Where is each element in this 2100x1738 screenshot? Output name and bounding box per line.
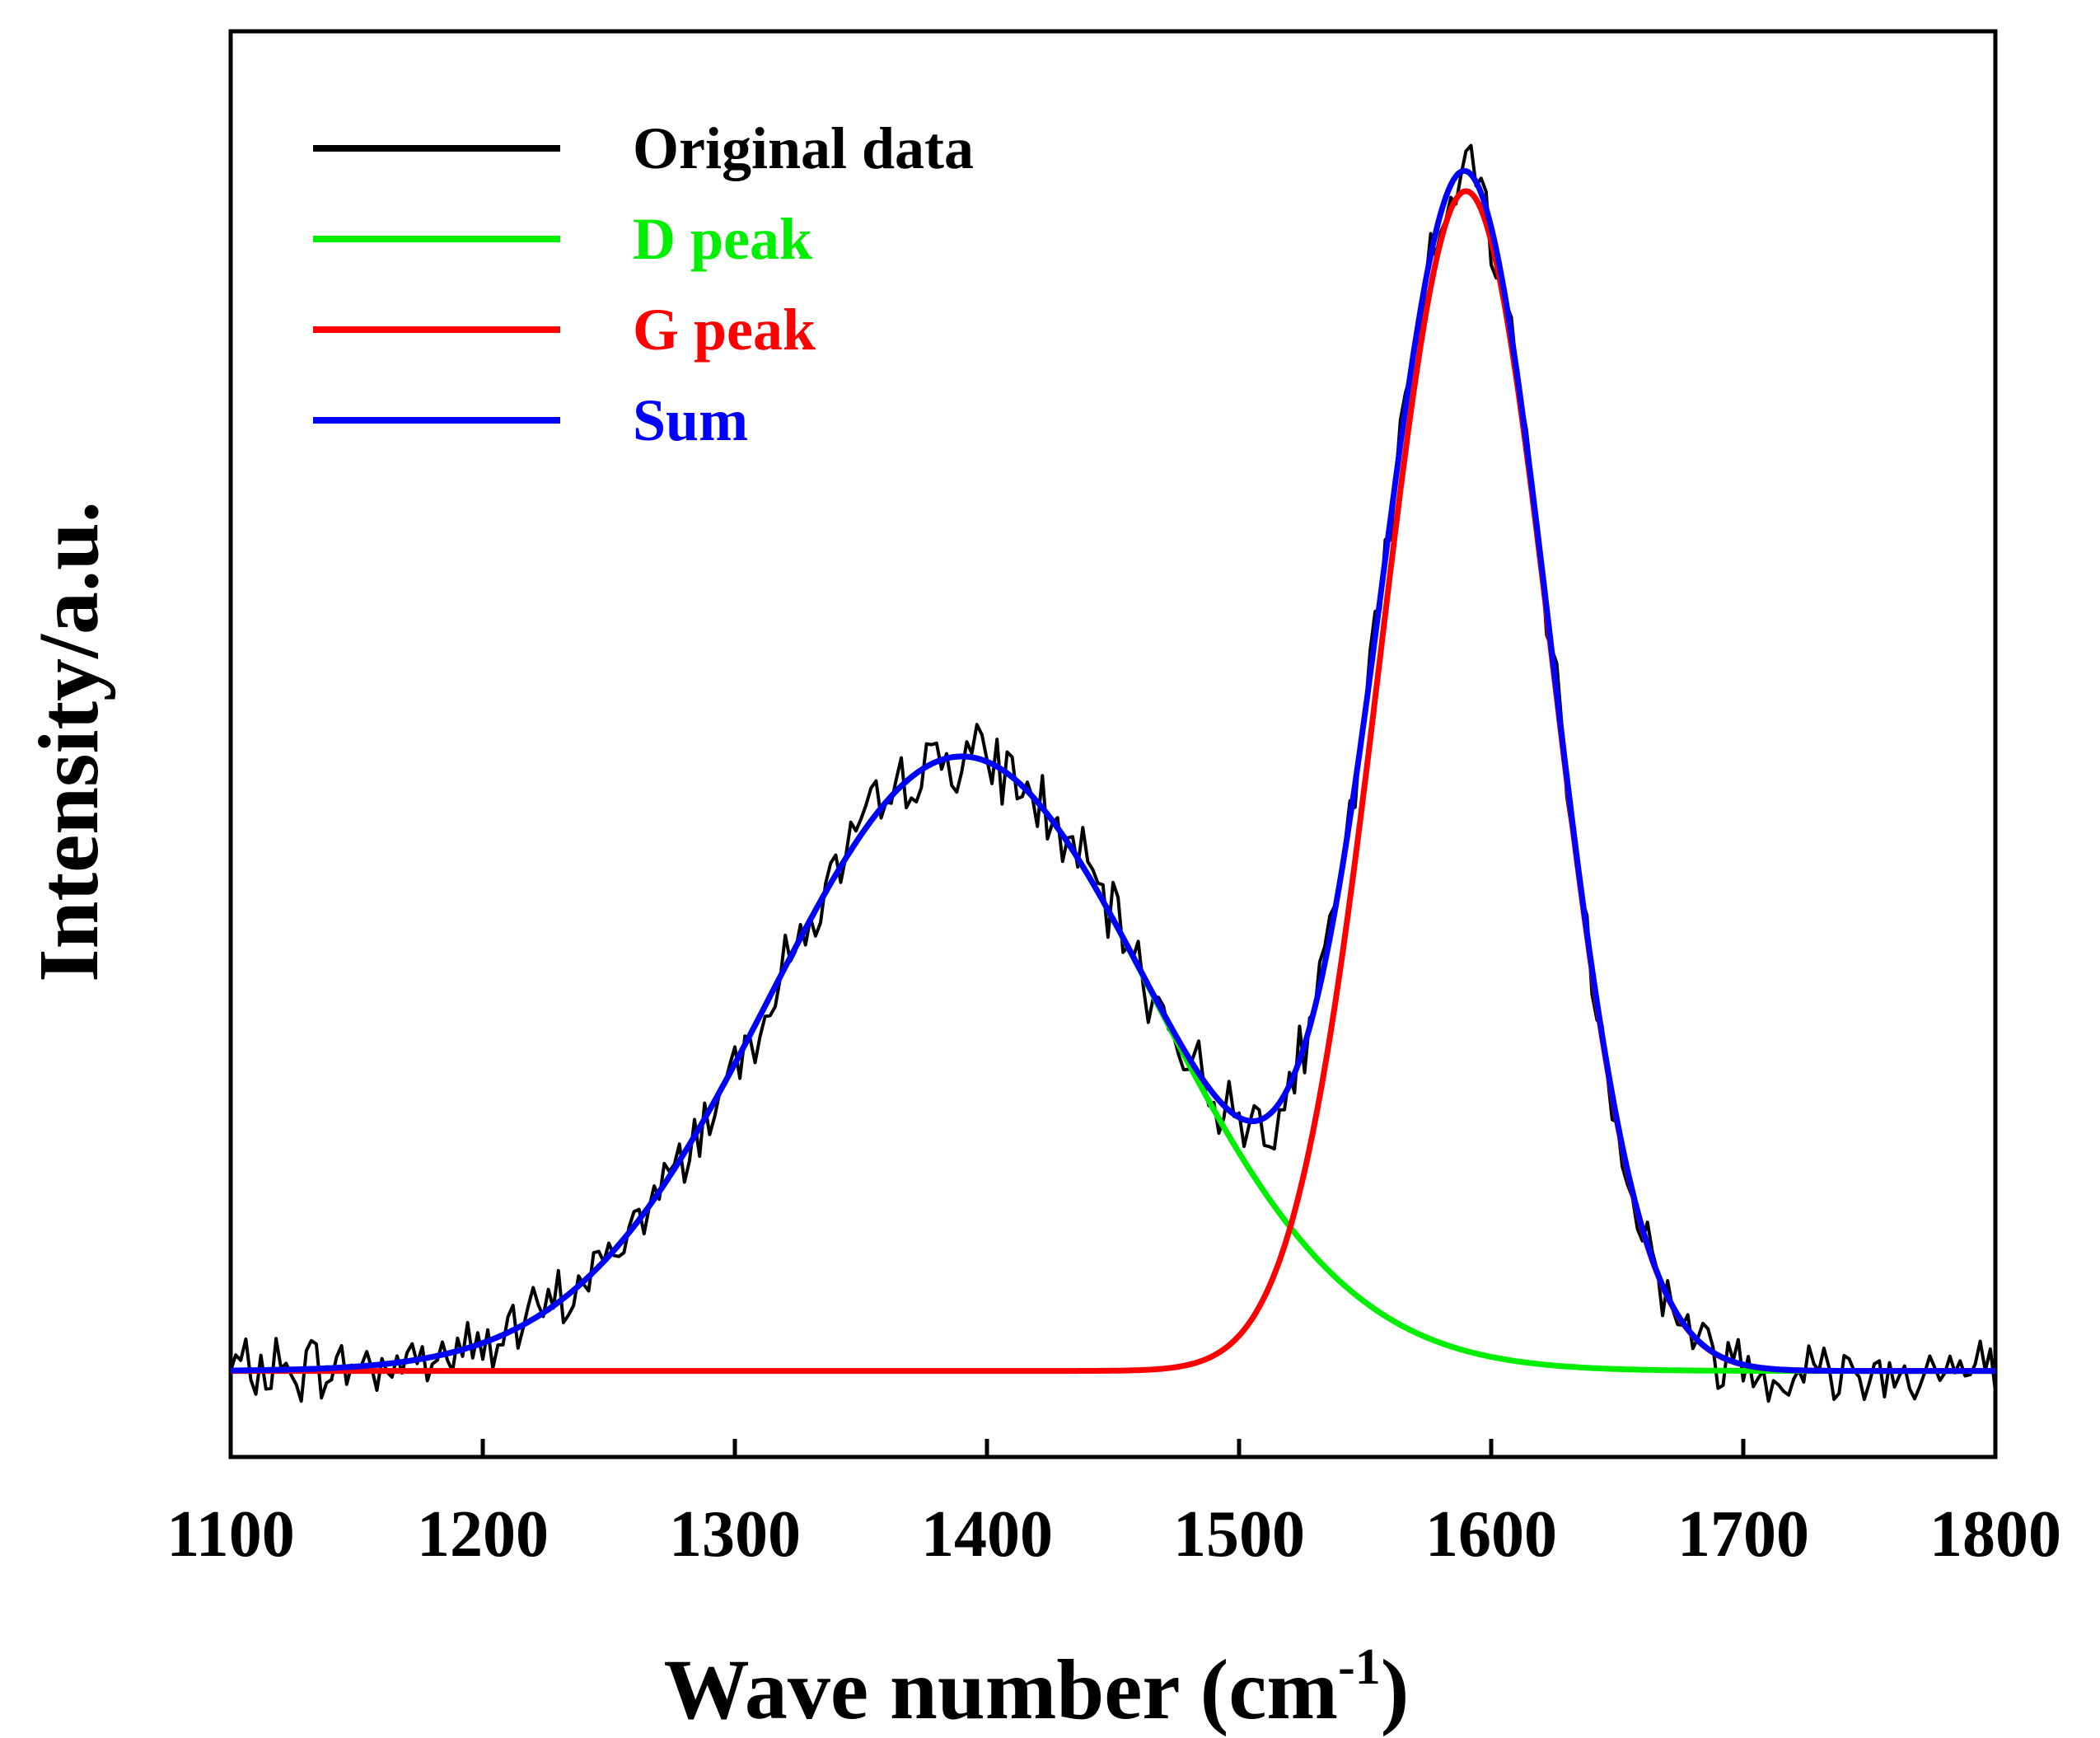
legend-label-2: G peak [633,297,816,363]
x-tick-label-1800: 1800 [1929,1498,2061,1571]
x-tick-label-1100: 1100 [166,1498,295,1571]
plot-frame [228,29,1998,1459]
series-line-g-peak [230,188,1996,1375]
x-tick-label-1700: 1700 [1677,1498,1809,1571]
x-tick-label-1200: 1200 [417,1498,549,1571]
x-axis-title-close: ) [1381,1642,1410,1737]
x-axis-title-superscript: -1 [1338,1639,1381,1695]
x-tick-label-1400: 1400 [921,1498,1053,1571]
x-tick-label-1600: 1600 [1425,1498,1557,1571]
x-axis-title-text: Wave number (cm [664,1642,1338,1737]
series-line-original-data [229,143,1997,1403]
x-axis-ticks [228,1439,1998,1457]
plot-series [229,143,1997,1403]
x-axis-title: Wave number (cm-1) [664,1639,1410,1737]
legend-label-3: Sum [633,387,748,453]
series-line-d-peak [230,753,1996,1375]
legend: Original data D peak G peak Sum [313,115,974,453]
legend-label-0: Original data [633,115,974,181]
x-axis-tick-labels: 1100 1200 1300 1400 1500 1600 1700 1800 [166,1498,2061,1571]
y-axis-title: Intensity/a.u. [21,501,116,982]
legend-label-1: D peak [633,206,812,272]
x-tick-label-1500: 1500 [1173,1498,1305,1571]
series-line-sum [230,167,1996,1375]
x-tick-label-1300: 1300 [669,1498,801,1571]
